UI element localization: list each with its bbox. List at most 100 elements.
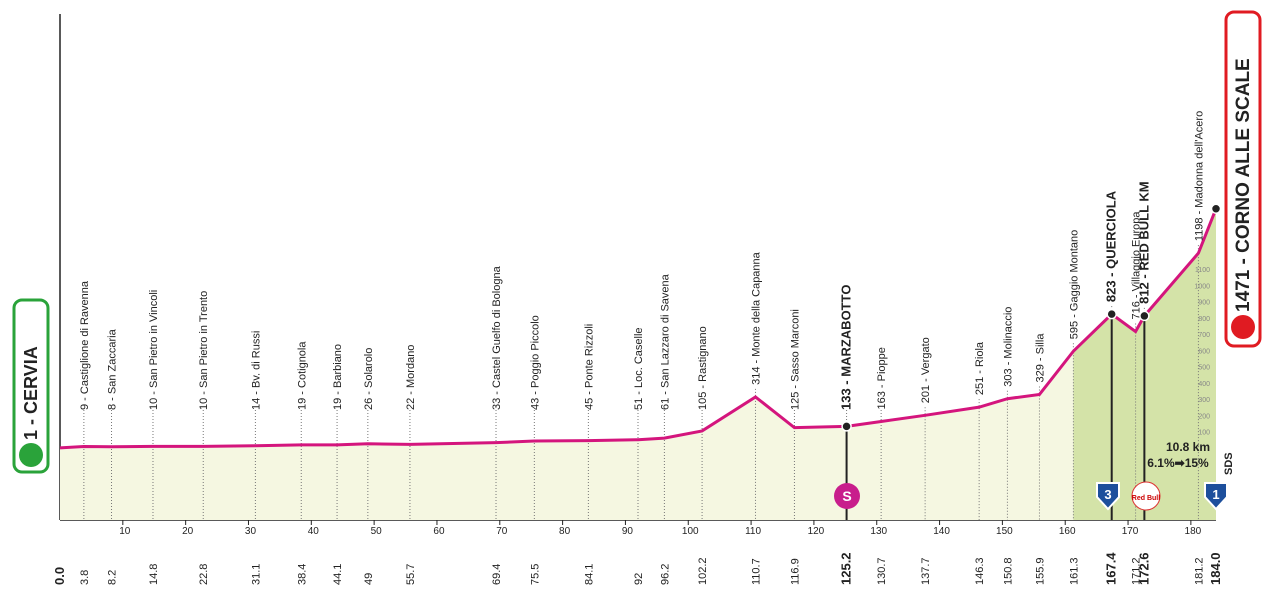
km-label: 155.9: [1034, 557, 1046, 585]
waypoint-label: 19 - Barbiano: [332, 344, 344, 410]
km-label: 8.2: [107, 570, 119, 585]
waypoint-label: 1471 - CORNO ALLE SCALE: [1233, 58, 1254, 312]
waypoint-dot: [1106, 308, 1117, 320]
km-label: 44.1: [332, 564, 344, 585]
km-label: 49: [363, 573, 375, 585]
finish-box: [1224, 10, 1262, 348]
km-label: 22.8: [198, 564, 210, 585]
km-label: 130.7: [876, 557, 888, 585]
km-label: 0.0: [52, 567, 67, 585]
kom-3-icon: [1096, 482, 1120, 511]
waypoint-label: 10 - San Pietro in Vincoli: [148, 290, 160, 410]
waypoint-label: 251 - Riola: [974, 341, 986, 395]
waypoint-label: 19 - Cotignola: [296, 341, 308, 410]
y-tick-label: 500: [1198, 365, 1210, 372]
y-tick-label: 1000: [1194, 283, 1210, 290]
y-tick-label: 300: [1198, 397, 1210, 404]
waypoint-label: 61 - San Lazzaro di Savena: [659, 273, 671, 410]
waypoint-dot: [1210, 203, 1222, 214]
km-label: 167.4: [1104, 552, 1119, 585]
waypoint-label: 329 - Silla: [1034, 333, 1046, 383]
km-label: 92: [633, 573, 645, 585]
y-tick-label: 900: [1198, 300, 1210, 307]
x-tick-label: 180: [1185, 526, 1202, 537]
profile-line: [59, 208, 1218, 450]
bonus-label: Red Bull: [1132, 495, 1160, 502]
climb-distance: 10.8 km: [1166, 440, 1210, 454]
waypoint-label: 314 - Monte della Capanna: [750, 251, 762, 385]
y-tick-label: 400: [1198, 381, 1210, 388]
x-tick-label: 170: [1122, 526, 1139, 537]
y-tick-label: 1100: [1195, 267, 1210, 274]
x-tick-label: 20: [182, 526, 194, 537]
km-label: 110.7: [750, 558, 762, 585]
waypoint-label: 1 - CERVIA: [21, 346, 41, 440]
climb-gradient: 6.1%➡15%: [1147, 456, 1209, 470]
x-tick-label: 40: [308, 526, 320, 537]
km-label: 55.7: [405, 564, 417, 585]
waypoint-label: 303 - Molinaccio: [1002, 307, 1014, 387]
km-label: 171.2: [1131, 557, 1143, 585]
x-tick-label: 110: [745, 526, 761, 537]
waypoint-label: 45 - Ponte Rizzoli: [583, 324, 595, 410]
x-tick-label: 70: [496, 526, 508, 537]
km-label: 184.0: [1208, 552, 1223, 585]
km-label: 96.2: [659, 564, 671, 585]
y-tick-label: 600: [1198, 348, 1210, 355]
waypoint-label: 43 - Poggio Piccolo: [529, 315, 541, 410]
waypoint-label: 125 - Sasso Marconi: [789, 309, 801, 410]
km-label: 3.8: [79, 570, 91, 585]
bonus-icon: [1131, 481, 1161, 511]
km-label: 102.2: [697, 557, 709, 585]
waypoint-label: 9 - Castiglione di Ravenna: [79, 280, 91, 410]
km-label: 146.3: [974, 557, 986, 585]
waypoint-label: 201 - Vergato: [920, 337, 932, 403]
km-label: 150.8: [1002, 557, 1014, 585]
km-label: 31.1: [250, 564, 262, 585]
waypoint-label: 14 - Bv. di Russi: [250, 331, 262, 410]
x-tick-label: 60: [433, 526, 445, 537]
y-tick-label: 700: [1198, 332, 1210, 339]
waypoint-label: 1198 - Madonna dell'Acero: [1193, 111, 1205, 241]
sprint-icon: [834, 483, 860, 509]
brand-label: SDS: [1223, 452, 1235, 475]
x-tick-label: 80: [559, 526, 571, 537]
waypoint-label: 8 - San Zaccaria: [107, 328, 119, 410]
x-tick-label: 50: [371, 526, 383, 537]
waypoint-label: 26 - Solarolo: [363, 348, 375, 410]
x-tick-label: 90: [622, 526, 634, 537]
waypoint-label: 33 - Castel Guelfo di Bologna: [491, 265, 503, 410]
waypoint-label: 163 - Pioppe: [876, 347, 888, 409]
x-tick-label: 100: [682, 526, 699, 537]
kom-3-label: 3: [1104, 487, 1111, 502]
y-tick-label: 800: [1198, 316, 1210, 323]
km-label: 14.8: [148, 564, 160, 585]
km-label: 172.6: [1136, 552, 1151, 585]
x-tick-label: 160: [1059, 526, 1076, 537]
waypoint-dot: [841, 421, 852, 432]
sprint-label: S: [842, 488, 851, 504]
y-tick-label: 100: [1198, 430, 1210, 437]
kom-1-label: 1: [1212, 487, 1219, 502]
waypoint-label: 823 - QUERCIOLA: [1104, 190, 1119, 302]
km-label: 69.4: [491, 564, 503, 585]
icons: S 3 Red Bull 1 SDS 10.8 km 6.1%➡15%: [834, 440, 1235, 511]
profile-fill: [60, 208, 1216, 520]
waypoint-label: 105 - Rastignano: [697, 326, 709, 410]
start-icon: [19, 443, 43, 467]
km-label: 84.1: [583, 564, 595, 585]
x-tick-label: 150: [996, 526, 1013, 537]
waypoint-label: 133 - MARZABOTTO: [839, 285, 854, 410]
waypoint-label: 812 - RED BULL KM: [1136, 181, 1151, 304]
waypoint-label: 716 - Villaggio Europa: [1131, 211, 1143, 320]
start-box: [12, 298, 50, 474]
km-label: 137.7: [920, 557, 932, 585]
km-label: 125.2: [839, 552, 854, 585]
x-tick-label: 30: [245, 526, 257, 537]
waypoint-label: 22 - Mordano: [405, 345, 417, 410]
x-tick-label: 130: [870, 526, 887, 537]
km-label: 38.4: [296, 564, 308, 585]
x-tick-label: 140: [933, 526, 950, 537]
km-label: 116.9: [789, 558, 801, 585]
km-label: 161.3: [1068, 557, 1080, 585]
